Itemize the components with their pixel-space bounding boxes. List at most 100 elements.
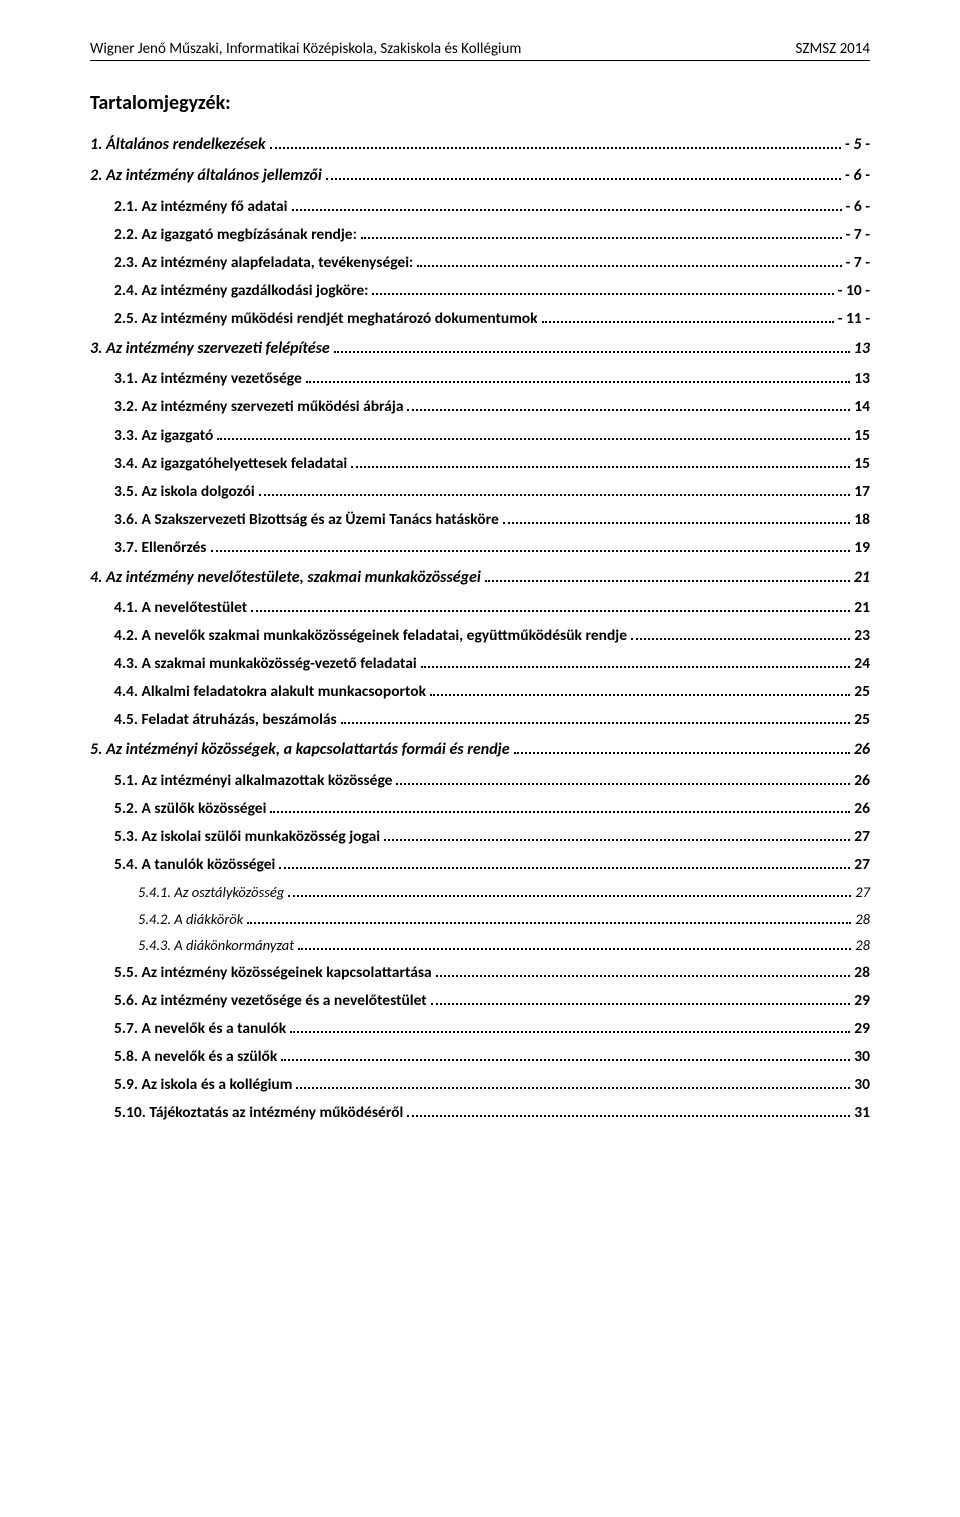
toc-entry-page: 15 bbox=[854, 452, 870, 476]
toc-entry-page: - 6 - bbox=[845, 164, 870, 189]
toc-entry-label: 2.3. Az intézmény alapfeladata, tevékeny… bbox=[114, 251, 413, 275]
toc-dots bbox=[296, 1087, 850, 1089]
toc-entry: 5.2. A szülők közösségei26 bbox=[90, 797, 870, 821]
toc-entry-label: 2.2. Az igazgató megbízásának rendje: bbox=[114, 223, 357, 247]
toc-dots bbox=[503, 522, 850, 524]
toc-dots bbox=[290, 1031, 850, 1033]
toc-entry-page: 31 bbox=[854, 1101, 870, 1125]
toc-entry: 3.2. Az intézmény szervezeti működési áb… bbox=[90, 395, 870, 419]
toc-dots bbox=[407, 1115, 850, 1117]
toc-entry: 5.8. A nevelők és a szülők 30 bbox=[90, 1045, 870, 1069]
toc-entry-label: 3.7. Ellenőrzés bbox=[114, 536, 207, 560]
toc-entry-page: 27 bbox=[854, 825, 870, 849]
toc-entry-label: 4.3. A szakmai munkaközösség-vezető fela… bbox=[114, 652, 417, 676]
toc-entry-label: 5.4.2. A diákkörök bbox=[138, 908, 243, 930]
toc-entry-page: 28 bbox=[855, 908, 870, 930]
toc-entry-page: - 11 - bbox=[838, 307, 870, 331]
toc-dots bbox=[298, 948, 851, 950]
toc-entry-page: 26 bbox=[854, 769, 870, 793]
toc-entry: 3.3. Az igazgató 15 bbox=[90, 424, 870, 448]
toc-entry: 4.2. A nevelők szakmai munkaközösségeine… bbox=[90, 624, 870, 648]
toc-dots bbox=[217, 438, 850, 440]
toc-entry-label: 3.4. Az igazgatóhelyettesek feladatai bbox=[114, 452, 347, 476]
toc-entry: 4.5. Feladat átruházás, beszámolás25 bbox=[90, 708, 870, 732]
toc-dots bbox=[211, 550, 851, 552]
toc-entry-page: - 5 - bbox=[845, 133, 870, 158]
toc-entry-page: 24 bbox=[854, 652, 870, 676]
toc-entry-page: 26 bbox=[854, 738, 870, 763]
toc-entry-label: 5.8. A nevelők és a szülők bbox=[114, 1045, 277, 1069]
toc-entry-page: 29 bbox=[854, 1017, 870, 1041]
toc-dots bbox=[631, 638, 850, 640]
toc-entry: 4.1. A nevelőtestület21 bbox=[90, 596, 870, 620]
toc-entry-label: 4.2. A nevelők szakmai munkaközösségeine… bbox=[114, 624, 627, 648]
toc-entry: 2.4. Az intézmény gazdálkodási jogköre:-… bbox=[90, 279, 870, 303]
toc-entry: 2. Az intézmény általános jellemzői- 6 - bbox=[90, 164, 870, 189]
toc-entry-label: 3.2. Az intézmény szervezeti működési áb… bbox=[114, 395, 403, 419]
toc-dots bbox=[372, 293, 833, 295]
toc-dots bbox=[247, 922, 851, 924]
toc-entry-label: 3.3. Az igazgató bbox=[114, 424, 213, 448]
toc-entry-page: 29 bbox=[854, 989, 870, 1013]
toc-entry-page: 13 bbox=[854, 337, 870, 362]
toc-entry-label: 4. Az intézmény nevelőtestülete, szakmai… bbox=[90, 566, 481, 591]
toc-entry: 5.1. Az intézményi alkalmazottak közössé… bbox=[90, 769, 870, 793]
toc-entry: 2.5. Az intézmény működési rendjét megha… bbox=[90, 307, 870, 331]
toc-entry-label: 5.4.3. A diákönkormányzat bbox=[138, 934, 294, 956]
toc-entry-page: 30 bbox=[854, 1073, 870, 1097]
toc-entry-label: 5.7. A nevelők és a tanulók bbox=[114, 1017, 286, 1041]
toc-entry: 3.7. Ellenőrzés19 bbox=[90, 536, 870, 560]
toc-entry-label: 5.4.1. Az osztályközösség bbox=[138, 881, 284, 903]
toc-dots bbox=[430, 694, 850, 696]
toc-entry: 5.5. Az intézmény közösségeinek kapcsola… bbox=[90, 961, 870, 985]
toc-dots bbox=[407, 409, 850, 411]
toc-entry-page: 28 bbox=[855, 934, 870, 956]
toc-entry: 3. Az intézmény szervezeti felépítése 13 bbox=[90, 337, 870, 362]
toc-entry-page: 23 bbox=[854, 624, 870, 648]
toc-entry: 3.6. A Szakszervezeti Bizottság és az Üz… bbox=[90, 508, 870, 532]
toc-entry: 1. Általános rendelkezések - 5 - bbox=[90, 133, 870, 158]
toc-entry: 5.9. Az iskola és a kollégium 30 bbox=[90, 1073, 870, 1097]
toc-dots bbox=[288, 895, 851, 897]
toc-dots bbox=[421, 666, 851, 668]
toc-entry: 5. Az intézményi közösségek, a kapcsolat… bbox=[90, 738, 870, 763]
toc-entry-label: 3. Az intézmény szervezeti felépítése bbox=[90, 337, 330, 362]
toc-dots bbox=[361, 237, 842, 239]
toc-entry: 5.4.1. Az osztályközösség27 bbox=[90, 881, 870, 903]
toc-entry-page: 18 bbox=[854, 508, 870, 532]
toc-entry-label: 2.4. Az intézmény gazdálkodási jogköre: bbox=[114, 279, 368, 303]
toc-entry-page: 30 bbox=[854, 1045, 870, 1069]
toc-entry-page: 27 bbox=[854, 853, 870, 877]
toc-entry-label: 2.1. Az intézmény fő adatai bbox=[114, 195, 288, 219]
toc-entry: 2.1. Az intézmény fő adatai- 6 - bbox=[90, 195, 870, 219]
toc-entry-page: 26 bbox=[854, 797, 870, 821]
toc-entry-label: 5.5. Az intézmény közösségeinek kapcsola… bbox=[114, 961, 432, 985]
toc-entry: 5.3. Az iskolai szülői munkaközösség jog… bbox=[90, 825, 870, 849]
toc-entry-page: 21 bbox=[854, 596, 870, 620]
toc-dots bbox=[431, 1003, 851, 1005]
toc-entry-label: 4.4. Alkalmi feladatokra alakult munkacs… bbox=[114, 680, 426, 704]
toc-entry-label: 5.10. Tájékoztatás az intézmény működésé… bbox=[114, 1101, 403, 1125]
toc-entry: 3.4. Az igazgatóhelyettesek feladatai 15 bbox=[90, 452, 870, 476]
toc-entry-label: 5.4. A tanulók közösségei bbox=[114, 853, 275, 877]
toc-entry-label: 3.5. Az iskola dolgozói bbox=[114, 480, 255, 504]
toc-entry-label: 3.1. Az intézmény vezetősége bbox=[114, 367, 302, 391]
toc-entry-page: 25 bbox=[854, 708, 870, 732]
toc-entry: 3.1. Az intézmény vezetősége13 bbox=[90, 367, 870, 391]
toc-entry: 4.4. Alkalmi feladatokra alakult munkacs… bbox=[90, 680, 870, 704]
toc-entry-label: 5. Az intézményi közösségek, a kapcsolat… bbox=[90, 738, 510, 763]
toc-entry: 5.7. A nevelők és a tanulók 29 bbox=[90, 1017, 870, 1041]
toc-title: Tartalomjegyzék: bbox=[90, 91, 870, 115]
toc-entry: 5.4.2. A diákkörök 28 bbox=[90, 908, 870, 930]
toc-dots bbox=[279, 867, 850, 869]
toc-entry-page: - 7 - bbox=[846, 251, 870, 275]
toc-entry-page: 15 bbox=[854, 424, 870, 448]
toc-entry: 2.2. Az igazgató megbízásának rendje:- 7… bbox=[90, 223, 870, 247]
toc-dots bbox=[281, 1059, 850, 1061]
toc-entry-label: 1. Általános rendelkezések bbox=[90, 133, 266, 158]
toc-entry-page: 25 bbox=[854, 680, 870, 704]
toc-entry: 2.3. Az intézmény alapfeladata, tevékeny… bbox=[90, 251, 870, 275]
header-left: Wigner Jenő Műszaki, Informatikai Középi… bbox=[90, 40, 521, 58]
toc-dots bbox=[326, 178, 841, 180]
toc-entry-label: 5.9. Az iskola és a kollégium bbox=[114, 1073, 292, 1097]
